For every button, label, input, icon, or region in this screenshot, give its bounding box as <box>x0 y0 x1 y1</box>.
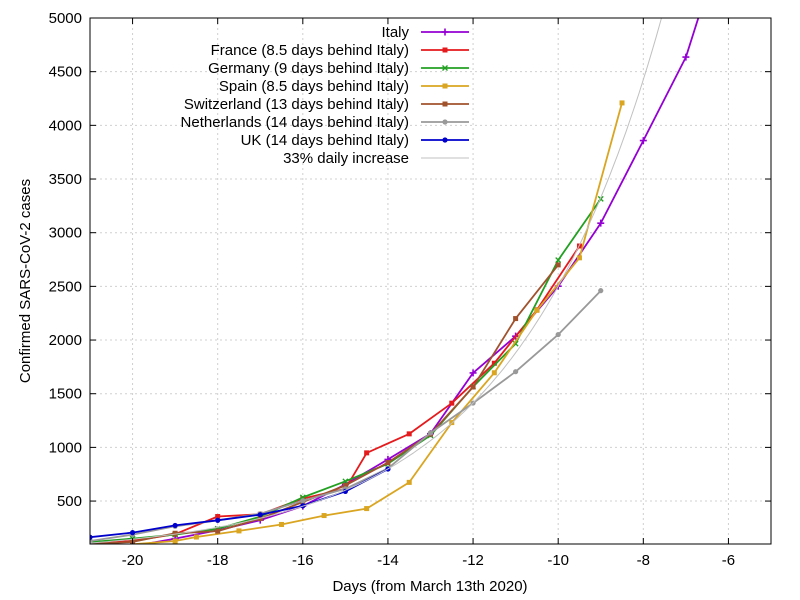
data-point <box>555 262 561 268</box>
data-point <box>619 100 625 106</box>
data-point <box>682 53 690 61</box>
data-point <box>441 28 449 36</box>
data-point <box>576 255 582 261</box>
legend-label: 33% daily increase <box>283 150 409 167</box>
y-tick-label: 2000 <box>49 332 82 349</box>
data-point <box>442 65 448 71</box>
x-tick-label: -14 <box>377 552 399 569</box>
data-point <box>300 498 306 504</box>
legend-label: France (8.5 days behind Italy) <box>211 42 409 59</box>
series-line <box>90 468 389 539</box>
data-point <box>193 534 199 540</box>
legend-label: Switzerland (13 days behind Italy) <box>184 96 409 113</box>
data-point <box>442 83 448 89</box>
legend-label: Spain (8.5 days behind Italy) <box>219 78 409 95</box>
data-point <box>555 257 562 264</box>
plot-frame <box>89 17 772 545</box>
y-tick-label: 1000 <box>49 439 82 456</box>
data-point <box>257 512 263 518</box>
x-tick-label: -6 <box>722 552 735 569</box>
legend-label: Italy <box>381 24 409 41</box>
y-axis-title: Confirmed SARS-CoV-2 cases <box>17 179 34 383</box>
data-point <box>470 384 476 390</box>
x-tick-label: -10 <box>547 552 569 569</box>
y-tick-label: 2500 <box>49 278 82 295</box>
data-point <box>364 506 370 512</box>
axis-ticks: -20 -18 -16 -14 -12 -10 -8 -6 500 1000 1500 2000 250… <box>49 10 771 569</box>
x-tick-label: -16 <box>292 552 314 569</box>
data-point <box>90 534 93 540</box>
data-point <box>513 316 519 322</box>
data-point <box>442 101 448 107</box>
data-point <box>598 288 604 294</box>
x-tick-label: -12 <box>462 552 484 569</box>
data-point <box>555 331 561 338</box>
data-point <box>215 514 221 520</box>
data-point <box>129 530 136 536</box>
data-point <box>639 137 647 145</box>
x-tick-label: -20 <box>122 552 144 569</box>
series-layer <box>90 18 700 544</box>
data-point <box>406 431 412 437</box>
y-tick-label: 4500 <box>49 64 82 81</box>
data-point <box>442 47 448 53</box>
y-tick-label: 1500 <box>49 386 82 403</box>
series-7 <box>90 18 662 544</box>
data-point <box>442 119 448 125</box>
data-point <box>215 528 221 534</box>
data-point <box>364 450 370 456</box>
x-tick-label: -18 <box>207 552 229 569</box>
data-point <box>172 530 178 536</box>
legend-label: Netherlands (14 days behind Italy) <box>181 114 409 131</box>
data-point <box>172 538 178 544</box>
y-tick-label: 3000 <box>49 225 82 242</box>
legend-label: Germany (9 days behind Italy) <box>208 60 409 77</box>
y-tick-label: 500 <box>57 493 82 510</box>
data-point <box>172 522 178 529</box>
legend-label: UK (14 days behind Italy) <box>241 132 409 149</box>
data-point <box>236 528 242 534</box>
data-point <box>427 430 434 436</box>
data-point <box>513 369 519 375</box>
x-tick-label: -8 <box>637 552 650 569</box>
series-line <box>114 102 623 544</box>
data-point <box>342 478 349 485</box>
data-point <box>406 479 412 485</box>
y-tick-label: 4000 <box>49 117 82 134</box>
data-point <box>469 369 477 377</box>
data-point <box>279 521 285 527</box>
y-tick-label: 3500 <box>49 171 82 188</box>
x-axis-title: Days (from March 13th 2020) <box>332 578 527 595</box>
data-point <box>385 460 391 466</box>
data-point <box>534 307 540 313</box>
data-point <box>491 360 497 366</box>
series-line <box>90 18 662 544</box>
data-point <box>449 400 455 406</box>
data-point <box>597 219 605 227</box>
data-point <box>342 482 348 488</box>
series-6 <box>90 466 391 540</box>
data-point <box>321 513 327 519</box>
y-tick-label: 5000 <box>49 10 82 27</box>
data-point <box>215 517 221 523</box>
data-point <box>491 370 497 376</box>
data-point <box>442 137 448 143</box>
